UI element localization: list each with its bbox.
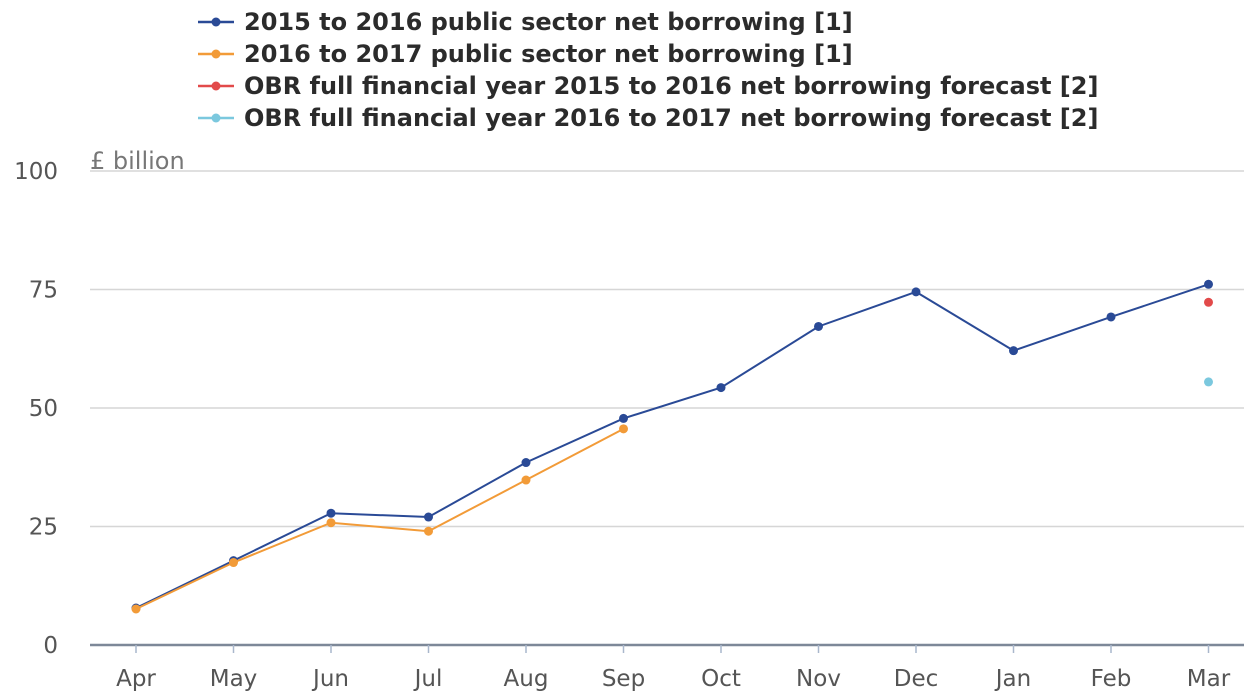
data-point — [619, 413, 628, 423]
chart-series — [131, 279, 1213, 614]
x-tick-label: Nov — [796, 666, 841, 691]
legend-label: OBR full financial year 2015 to 2016 net… — [244, 72, 1099, 100]
data-point — [619, 424, 628, 434]
x-tick-label: Mar — [1187, 666, 1231, 691]
x-tick-label: Jul — [413, 666, 443, 691]
x-tick-label: Jun — [311, 666, 349, 691]
legend-swatch-series-2 — [198, 49, 234, 59]
y-tick-label: 0 — [43, 633, 58, 659]
x-tick-label: Feb — [1091, 666, 1132, 691]
y-tick-label: 25 — [29, 515, 58, 541]
legend-label: 2015 to 2016 public sector net borrowing… — [244, 8, 853, 36]
data-point — [424, 526, 433, 536]
x-tick-label: Dec — [894, 666, 939, 691]
data-point — [716, 383, 726, 393]
legend-label: OBR full financial year 2016 to 2017 net… — [244, 104, 1099, 132]
legend-swatch-series-3 — [198, 81, 234, 91]
series-line-1 — [135, 283, 1209, 609]
y-axis-unit-label: £ billion — [90, 147, 185, 175]
legend-item[interactable]: OBR full financial year 2015 to 2016 net… — [198, 70, 1098, 102]
x-tick-label: Sep — [602, 666, 645, 691]
data-point — [521, 458, 531, 468]
chart-gridlines — [90, 170, 1244, 647]
x-tick-label: Jan — [994, 666, 1031, 691]
data-point — [326, 508, 336, 518]
legend-swatch-series-1 — [198, 17, 234, 27]
x-axis: Apr May Jun Jul Aug Sep Oct Nov Dec Jan Feb Mar — [116, 645, 1231, 691]
y-tick-label: 100 — [14, 159, 58, 185]
legend-item[interactable]: OBR full financial year 2016 to 2017 net… — [198, 102, 1098, 134]
data-point — [1106, 312, 1116, 322]
y-tick-label: 50 — [29, 396, 58, 422]
data-point — [424, 512, 433, 522]
data-point — [911, 287, 921, 297]
x-tick-label: Aug — [504, 666, 549, 691]
data-point — [1009, 346, 1018, 356]
y-axis-ticks: 0 25 50 75 100 — [14, 159, 58, 659]
legend-label: 2016 to 2017 public sector net borrowing… — [244, 40, 853, 68]
chart-legend: 2015 to 2016 public sector net borrowing… — [198, 6, 1098, 134]
data-point — [1204, 297, 1213, 307]
x-tick-label: Apr — [116, 666, 156, 691]
legend-swatch-series-4 — [198, 113, 234, 123]
data-point — [1204, 377, 1213, 387]
x-tick-label: May — [210, 666, 258, 691]
data-point — [131, 604, 141, 614]
data-point — [814, 321, 823, 331]
y-tick-label: 75 — [29, 278, 58, 304]
data-point — [326, 518, 336, 528]
data-point — [229, 558, 238, 568]
data-point — [1204, 279, 1213, 289]
x-tick-label: Oct — [701, 666, 741, 691]
legend-item[interactable]: 2015 to 2016 public sector net borrowing… — [198, 6, 1098, 38]
series-line-2 — [135, 427, 624, 610]
legend-item[interactable]: 2016 to 2017 public sector net borrowing… — [198, 38, 1098, 70]
data-point — [521, 475, 531, 485]
